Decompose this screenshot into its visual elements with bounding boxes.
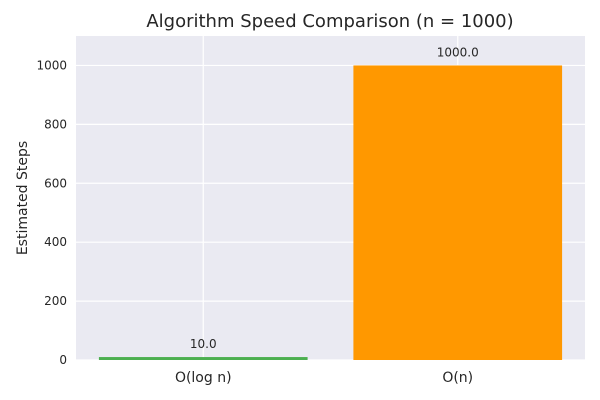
data-labels: 10.0 1000.0 — [190, 45, 479, 351]
y-axis-ticks: 0 200 400 600 800 1000 — [36, 58, 67, 367]
y-tick-label: 600 — [44, 176, 67, 190]
y-tick-label: 200 — [44, 294, 67, 308]
chart-title: Algorithm Speed Comparison (n = 1000) — [146, 11, 513, 32]
y-tick-label: 0 — [59, 353, 67, 367]
y-tick-label: 400 — [44, 235, 67, 249]
bar-0 — [98, 357, 308, 360]
y-tick-label: 800 — [44, 117, 67, 131]
x-tick-label: O(log n) — [175, 370, 232, 386]
bar-value-label: 1000.0 — [437, 45, 479, 59]
x-tick-label: O(n) — [442, 370, 473, 386]
x-axis-ticks: O(log n) O(n) — [175, 370, 473, 386]
y-axis-label: Estimated Steps — [15, 141, 31, 255]
y-tick-label: 1000 — [36, 58, 67, 72]
bar-value-label: 10.0 — [190, 337, 217, 351]
bar-1 — [353, 65, 563, 361]
bars — [98, 65, 563, 361]
